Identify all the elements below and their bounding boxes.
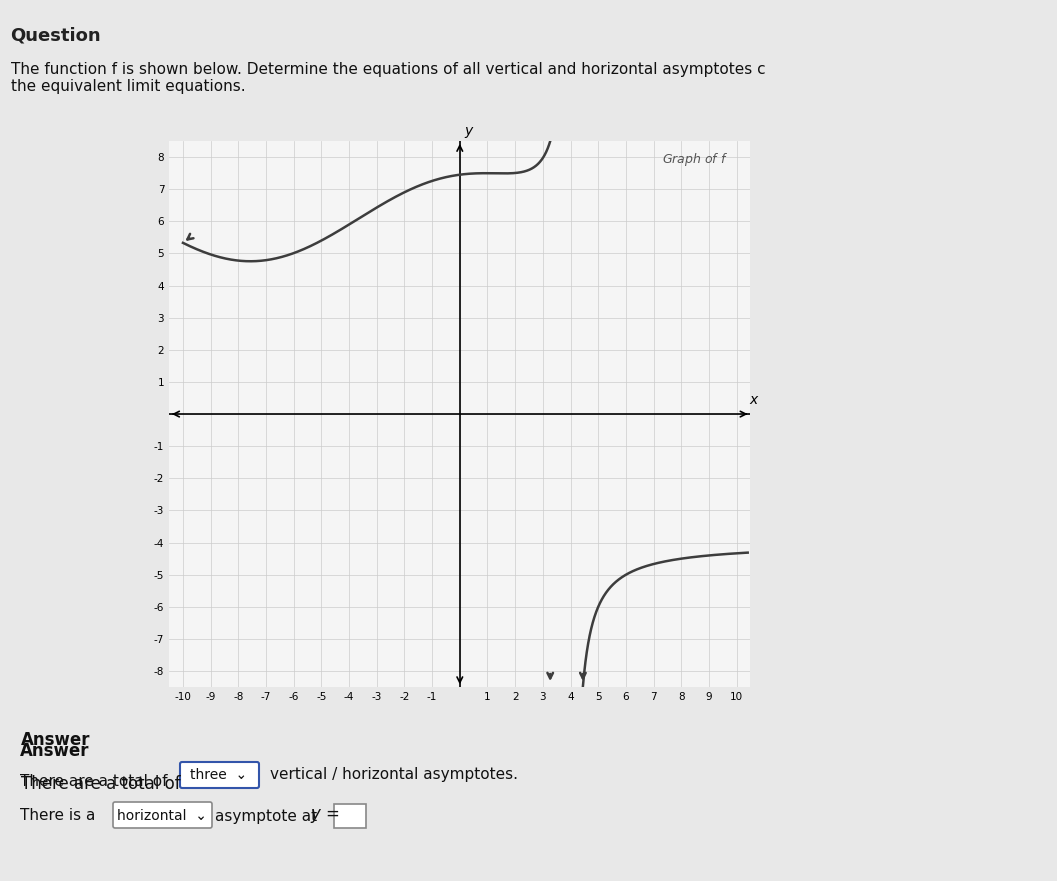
- Text: There are a total of: There are a total of: [21, 775, 181, 793]
- FancyBboxPatch shape: [113, 802, 212, 828]
- Text: three  ⌄: three ⌄: [190, 768, 247, 782]
- Text: y: y: [464, 123, 472, 137]
- Text: x: x: [749, 394, 758, 407]
- Text: Graph of $f$: Graph of $f$: [662, 152, 728, 168]
- Text: There are a total of: There are a total of: [20, 774, 167, 788]
- Text: vertical / horizontal asymptotes.: vertical / horizontal asymptotes.: [270, 767, 518, 782]
- Text: There is a: There is a: [20, 809, 95, 824]
- Text: Answer: Answer: [21, 731, 91, 749]
- FancyBboxPatch shape: [180, 762, 259, 788]
- Text: Question: Question: [11, 26, 101, 44]
- Text: $y$ =: $y$ =: [310, 807, 339, 825]
- Text: The function f is shown below. Determine the equations of all vertical and horiz: The function f is shown below. Determine…: [11, 62, 765, 94]
- Text: Answer: Answer: [20, 742, 90, 760]
- Text: horizontal  ⌄: horizontal ⌄: [117, 809, 207, 823]
- FancyBboxPatch shape: [334, 804, 366, 828]
- Text: asymptote at: asymptote at: [215, 809, 317, 824]
